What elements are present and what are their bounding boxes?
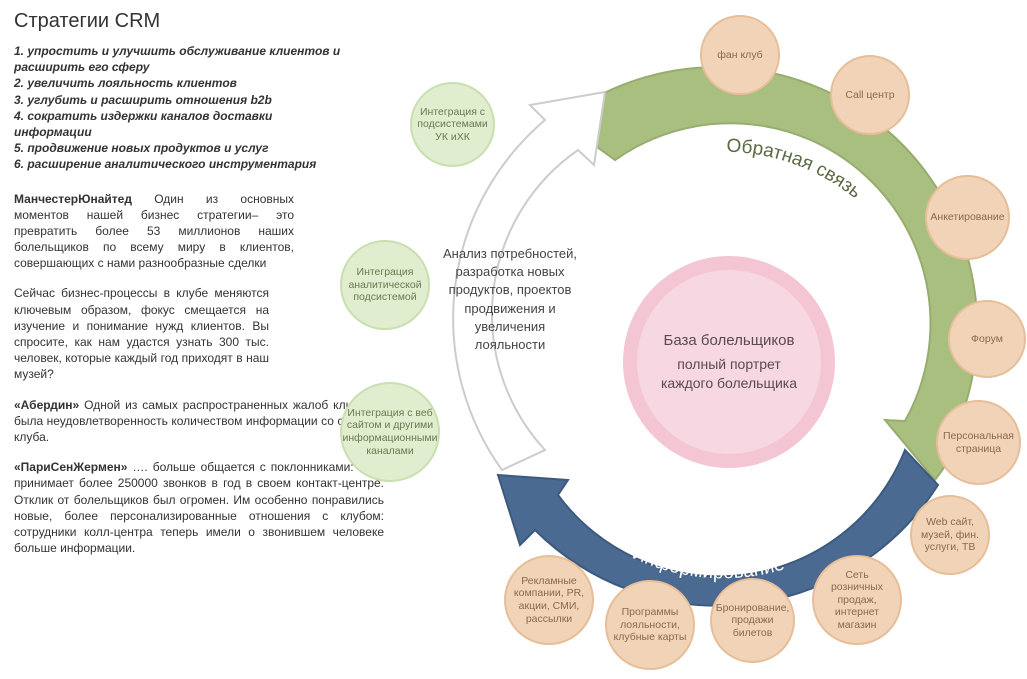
bubble-booking: Бронирование, продажи билетов [710, 578, 795, 663]
paragraph: «ПариСенЖермен» …. больше общается с пок… [14, 459, 384, 556]
analysis-text: Анализ потребностей, разработка новых пр… [440, 245, 580, 354]
center-subtitle: полный портрет каждого болельщика [653, 355, 805, 393]
bubble-fanclub: фан клуб [700, 15, 780, 95]
paragraph-lead: МанчестерЮнайтед [14, 192, 132, 206]
paragraph-text: Сейчас бизнес-процессы в клубе меняются … [14, 286, 269, 381]
bubble-integration_uk: Интеграция с подсистемами УК иХК [410, 82, 495, 167]
bubble-loyalty: Программы лояльности, клубные карты [605, 580, 695, 670]
paragraph-lead: «ПариСенЖермен» [14, 460, 127, 474]
bubble-advertising: Рекламные компании, PR, акции, СМИ, расс… [504, 555, 594, 645]
paragraph: Сейчас бизнес-процессы в клубе меняются … [14, 285, 269, 382]
strategy-item: 3. углубить и расширить отношения b2b [14, 92, 344, 108]
paragraph: МанчестерЮнайтед Один из основных момент… [14, 191, 294, 272]
center-title: База болельщиков [653, 331, 805, 351]
center-circle-inner: База болельщиков полный портрет каждого … [637, 270, 821, 454]
paragraph-text: …. больше общается с поклонниками: клуб … [14, 460, 384, 555]
strategy-item: 4. сократить издержки каналов доставки и… [14, 108, 344, 140]
paragraph: «Абердин» Одной из самых распространенны… [14, 397, 384, 446]
strategy-item: 6. расширение аналитического инструмента… [14, 156, 344, 172]
paragraph-lead: «Абердин» [14, 398, 79, 412]
diagram-area: Обратная связь Информирование База болел… [380, 0, 1027, 679]
bubble-personal_page: Персональная страница [936, 400, 1021, 485]
strategy-list: 1. упростить и улучшить обслуживание кли… [14, 43, 344, 173]
bubble-integration_analytic: Интеграция аналитической подсистемой [340, 240, 430, 330]
bubble-callcenter: Call центр [830, 55, 910, 135]
bubble-integration_web: Интеграция с веб сайтом и другими информ… [340, 382, 440, 482]
bubble-survey: Анкетирование [925, 175, 1010, 260]
strategy-item: 5. продвижение новых продуктов и услуг [14, 140, 344, 156]
strategy-item: 2. увеличить лояльность клиентов [14, 75, 344, 91]
bubble-retail: Сеть розничных продаж, интернет магазин [812, 555, 902, 645]
bubble-forum: Форум [948, 300, 1026, 378]
bubble-website: Web сайт, музей, фин. услуги, ТВ [910, 495, 990, 575]
page-title: Стратегии CRM [14, 10, 384, 33]
strategy-item: 1. упростить и улучшить обслуживание кли… [14, 43, 344, 75]
